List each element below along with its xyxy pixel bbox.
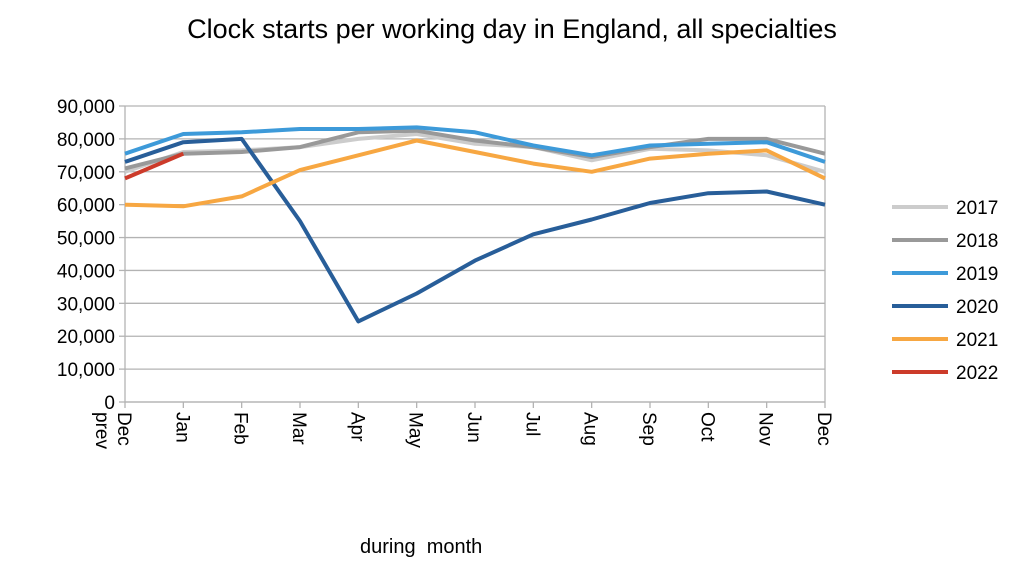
x-tick-label: Oct: [696, 412, 717, 442]
x-tick-label: Apr: [346, 412, 367, 442]
y-tick-label: 40,000: [57, 261, 115, 282]
series-line-2021: [124, 138, 826, 209]
x-tick-label: Jan: [171, 412, 192, 443]
x-tick-label: prev: [91, 412, 112, 449]
legend-label-2020: 2020: [956, 297, 998, 318]
y-tick-label: 50,000: [57, 229, 115, 250]
legend-label-2018: 2018: [956, 231, 998, 252]
legend: 2017 2018 2019 2020 2021 2022: [892, 198, 998, 384]
x-tick-label: Dec: [813, 412, 834, 446]
x-tick-label: Jun: [463, 412, 484, 443]
series-line-2022: [124, 151, 185, 181]
y-tick-label: 10,000: [57, 360, 115, 381]
x-tick-label: Feb: [230, 412, 251, 445]
x-tick-label: Sep: [638, 412, 659, 446]
grid-lines: [119, 105, 825, 403]
x-tick-label: Nov: [755, 412, 776, 446]
x-tick-label: Aug: [580, 412, 601, 446]
chart-title: Clock starts per working day in England,…: [187, 14, 837, 44]
y-tick-label: 80,000: [57, 130, 115, 151]
legend-label-2022: 2022: [956, 363, 998, 384]
y-tick-label: 20,000: [57, 327, 115, 348]
y-tick-label: 90,000: [57, 97, 115, 118]
x-axis-label: during month: [360, 536, 483, 558]
y-tick-label: 70,000: [57, 163, 115, 184]
legend-label-2021: 2021: [956, 330, 998, 351]
y-axis-tick-labels: 0 10,000 20,000 30,000 40,000 50,000 60,000 70,…: [57, 97, 115, 414]
series-lines: [124, 125, 826, 324]
x-tick-label: Jul: [521, 412, 542, 436]
x-tick-label: Dec: [113, 412, 134, 446]
y-tick-label: 60,000: [57, 196, 115, 217]
legend-label-2017: 2017: [956, 198, 998, 219]
series-line-2019: [124, 125, 826, 164]
x-tick-label: Mar: [288, 412, 309, 445]
series-line-2020: [124, 136, 826, 324]
y-tick-label: 30,000: [57, 294, 115, 315]
series-line-2018: [124, 128, 826, 171]
x-tick-label: May: [405, 412, 426, 448]
y-tick-label: 0: [104, 393, 115, 414]
legend-label-2019: 2019: [956, 264, 998, 285]
